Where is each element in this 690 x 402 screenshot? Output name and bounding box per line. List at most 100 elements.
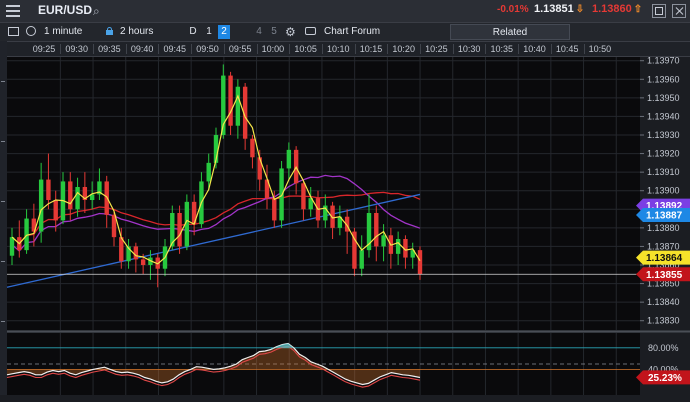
zoom-option-1[interactable]: 1 xyxy=(206,26,212,37)
candle-up xyxy=(359,250,364,269)
time-tick-label: 10:15 xyxy=(359,44,383,54)
candle-down xyxy=(133,246,139,260)
time-separator xyxy=(550,44,552,54)
time-tick-label: 09:25 xyxy=(32,44,56,54)
candle-down xyxy=(250,138,255,158)
time-axis: 09:25 09:30 09:35 09:40 09:45 09:50 09:55 10:00… xyxy=(7,42,690,57)
menu-icon[interactable] xyxy=(6,5,20,17)
candle-up xyxy=(75,187,80,210)
osc-line-main xyxy=(6,342,421,386)
price-tick-label: 1.13960 xyxy=(647,74,680,84)
time-separator xyxy=(420,44,422,54)
bid-price[interactable]: 1.13851 ⇩ xyxy=(534,3,584,15)
candle-down xyxy=(257,157,262,180)
gear-icon[interactable]: ⚙ xyxy=(285,25,296,39)
price-tick-label: 1.13830 xyxy=(647,316,680,326)
time-separator xyxy=(191,44,193,54)
candle-down xyxy=(31,218,37,232)
ask-price[interactable]: 1.13860 ⇧ xyxy=(592,3,642,15)
maximize-icon[interactable] xyxy=(652,4,666,18)
time-tick-label: 10:50 xyxy=(588,44,612,54)
time-tick-label: 10:40 xyxy=(523,44,546,54)
candle-down xyxy=(374,213,379,247)
zoom-option-d[interactable]: D xyxy=(189,26,197,37)
time-separator xyxy=(583,44,585,54)
chart-forum-button[interactable]: Chart Forum xyxy=(324,26,381,37)
candle-up xyxy=(184,201,190,247)
candle-up xyxy=(9,237,15,256)
candle-down xyxy=(242,86,248,139)
time-tick-label: 10:35 xyxy=(490,44,514,54)
candle-down xyxy=(417,250,423,275)
candle-down xyxy=(46,179,51,200)
time-separator xyxy=(158,44,160,54)
time-tick-label: 10:30 xyxy=(457,44,481,54)
change-percent: -0.01% xyxy=(497,4,529,15)
time-tick-label: 10:20 xyxy=(392,44,415,54)
price-tick-label: 1.13870 xyxy=(647,241,680,251)
bid-value: 1.13851 xyxy=(534,3,574,15)
time-separator xyxy=(223,44,225,54)
price-tag xyxy=(636,250,690,265)
related-button[interactable]: Related xyxy=(450,24,570,40)
candle-down xyxy=(301,183,306,210)
candle-down xyxy=(352,231,357,269)
range-select[interactable]: 2 hours xyxy=(120,26,154,37)
candle-up xyxy=(381,235,386,247)
period-select[interactable]: 1 minute xyxy=(44,26,83,37)
clock-icon[interactable] xyxy=(26,26,36,36)
price-tag-label: 1.13855 xyxy=(646,270,683,281)
osc-current-tag xyxy=(636,370,690,385)
time-separator xyxy=(518,44,520,54)
lock-icon[interactable] xyxy=(106,27,113,35)
instrument-symbol[interactable]: EUR/USD xyxy=(38,3,93,17)
price-tag-label: 1.13892 xyxy=(646,201,683,212)
time-separator xyxy=(387,44,389,54)
side-strip xyxy=(0,41,7,402)
time-separator xyxy=(289,44,291,54)
candle-up xyxy=(286,149,292,169)
price-tick-label: 1.13900 xyxy=(647,186,680,196)
time-separator xyxy=(256,44,258,54)
zoom-option-2[interactable]: 2 xyxy=(218,25,230,39)
osc-line-signal xyxy=(6,345,421,388)
time-separator xyxy=(60,44,62,54)
price-tick-label: 1.13930 xyxy=(647,130,680,140)
price-tick-label: 1.13840 xyxy=(647,297,680,307)
time-tick-label: 10:10 xyxy=(327,44,350,54)
time-tick-label: 10:45 xyxy=(555,44,579,54)
time-tick-label: 09:50 xyxy=(196,44,219,54)
close-icon[interactable] xyxy=(672,4,686,18)
search-icon[interactable]: ⌕ xyxy=(93,4,100,18)
candle-down xyxy=(177,213,182,247)
candle-down xyxy=(68,181,73,210)
time-tick-label: 09:30 xyxy=(65,44,88,54)
osc-fill-high xyxy=(270,343,294,350)
candle-up xyxy=(337,216,343,228)
candle-down xyxy=(119,237,124,262)
time-separator xyxy=(452,44,454,54)
candle-up xyxy=(213,135,219,163)
candle-down xyxy=(53,200,58,221)
time-separator xyxy=(93,44,95,54)
candle-down xyxy=(228,75,233,126)
oscillator-axis xyxy=(640,333,690,395)
price-tick-label: 1.13860 xyxy=(647,260,680,270)
price-tick-label: 1.13880 xyxy=(647,223,680,233)
bottom-strip xyxy=(0,395,690,402)
zoom-option-5[interactable]: 5 xyxy=(271,26,277,37)
time-tick-label: 09:55 xyxy=(228,44,252,54)
price-tick-label: 1.13950 xyxy=(647,93,680,103)
candle-down xyxy=(272,198,277,221)
price-tick-label: 1.13850 xyxy=(647,279,680,289)
price-tag-label: 1.13887 xyxy=(646,211,683,222)
osc-current-label: 25.23% xyxy=(648,373,682,384)
chat-icon[interactable] xyxy=(305,27,316,35)
candle-down xyxy=(111,214,117,238)
candle-up xyxy=(221,75,226,135)
candle-down xyxy=(140,259,146,265)
zoom-option-4[interactable]: 4 xyxy=(256,26,262,37)
calendar-icon[interactable] xyxy=(8,27,19,36)
